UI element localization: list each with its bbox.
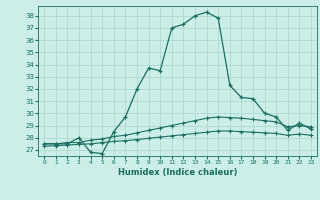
- X-axis label: Humidex (Indice chaleur): Humidex (Indice chaleur): [118, 168, 237, 177]
